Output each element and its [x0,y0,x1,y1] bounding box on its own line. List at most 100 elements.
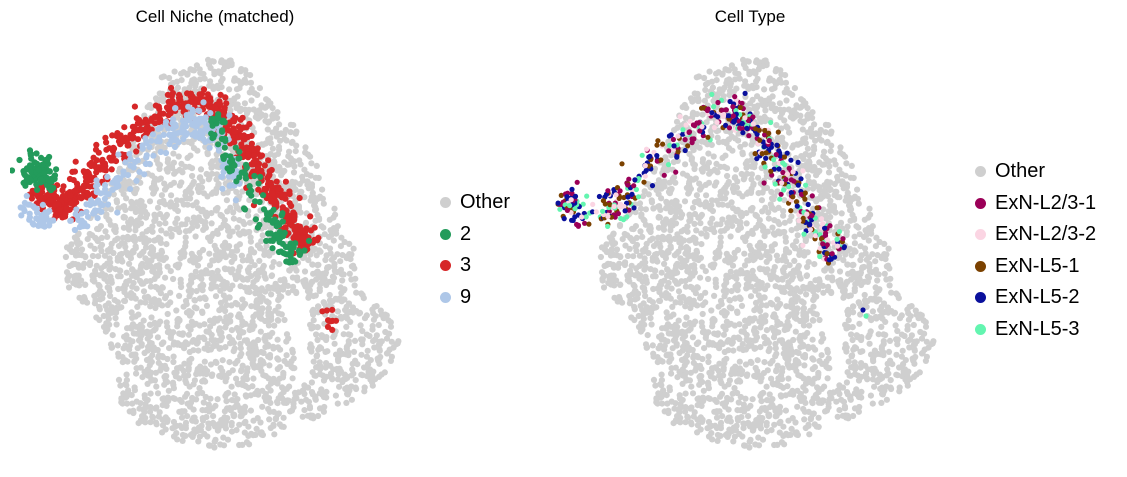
point-other [193,396,200,403]
point-niche-3 [311,236,318,243]
point-other [207,270,214,277]
point-other [219,282,226,289]
point-other [68,248,75,256]
point-niche-2 [45,177,52,184]
point-other [214,396,221,403]
point-niche-2 [215,111,222,118]
point-niche-3 [325,317,332,324]
point-other [754,282,761,289]
right-panel-title: Cell Type [714,7,786,26]
point-other [190,337,197,344]
point-other [247,407,254,414]
point-other [339,277,346,284]
point-other [263,96,270,103]
point-other [162,293,170,300]
point-other [281,130,288,137]
point-niche-3 [221,106,228,114]
point-other [136,252,143,259]
point-niche-3 [272,198,279,205]
point-niche-2 [38,154,45,161]
point-niche-2 [279,218,286,225]
point-niche-9 [127,156,134,163]
point-niche-2 [263,216,270,223]
point-other [309,261,316,268]
point-other [135,337,143,344]
point-other [259,294,266,301]
point-niche-2 [51,172,59,179]
point-other [866,205,873,212]
point-other [271,431,278,438]
point-other [116,304,123,311]
point-niche-9 [91,200,98,207]
point-niche-3 [137,127,144,134]
point-niche-9 [175,139,182,146]
point-other [217,420,224,427]
point-other [107,292,114,300]
point-niche-3 [119,138,126,145]
point-other [233,375,240,382]
point-other [755,174,762,181]
point-other [314,196,321,203]
point-other [180,303,187,310]
point-other [167,289,174,296]
point-other [241,420,248,427]
point-other [241,408,248,415]
point-niche-3 [230,125,237,132]
point-niche-9 [109,179,116,186]
point-niche-2 [251,172,258,180]
point-other [308,160,315,167]
point-other [244,368,251,375]
point-other [197,166,205,173]
point-other [278,172,285,179]
point-other [147,404,154,411]
point-other [320,408,327,415]
point-other [739,193,746,200]
point-other [250,375,257,382]
point-other [184,413,191,420]
point-other [804,173,812,180]
point-niche-9 [202,114,209,121]
point-niche-9 [143,154,150,161]
point-other [234,224,241,231]
point-other [119,203,127,210]
point-niche-3 [148,117,155,124]
point-niche-3 [231,139,238,146]
point-other [318,386,325,393]
point-niche-2 [242,175,250,182]
point-other [842,341,849,348]
point-other [702,225,709,233]
point-other [246,264,253,271]
point-other [91,245,98,252]
point-other [302,277,309,284]
point-other [74,240,81,248]
point-other [199,178,206,185]
point-other [186,308,193,315]
point-other [198,269,205,276]
point-other [223,398,230,405]
point-other [220,434,227,441]
point-other [782,407,789,414]
point-other [376,347,383,354]
point-other [233,188,240,195]
point-other [129,400,136,407]
point-niche-3 [133,148,140,155]
point-other [624,252,631,260]
point-other [741,250,748,257]
point-other [223,280,230,287]
point-other [221,408,228,415]
point-niche-2 [219,127,226,134]
point-niche-9 [165,125,172,132]
point-other [341,296,348,303]
point-other [149,248,156,255]
point-other [161,362,169,369]
point-other [334,376,341,383]
point-other [216,256,223,263]
point-other [297,209,304,216]
point-other [761,185,768,192]
point-other [158,143,165,150]
point-other [352,377,359,384]
point-other [269,115,276,122]
point-niche-2 [28,169,35,176]
point-other [210,283,217,290]
point-niche-3 [76,193,83,201]
